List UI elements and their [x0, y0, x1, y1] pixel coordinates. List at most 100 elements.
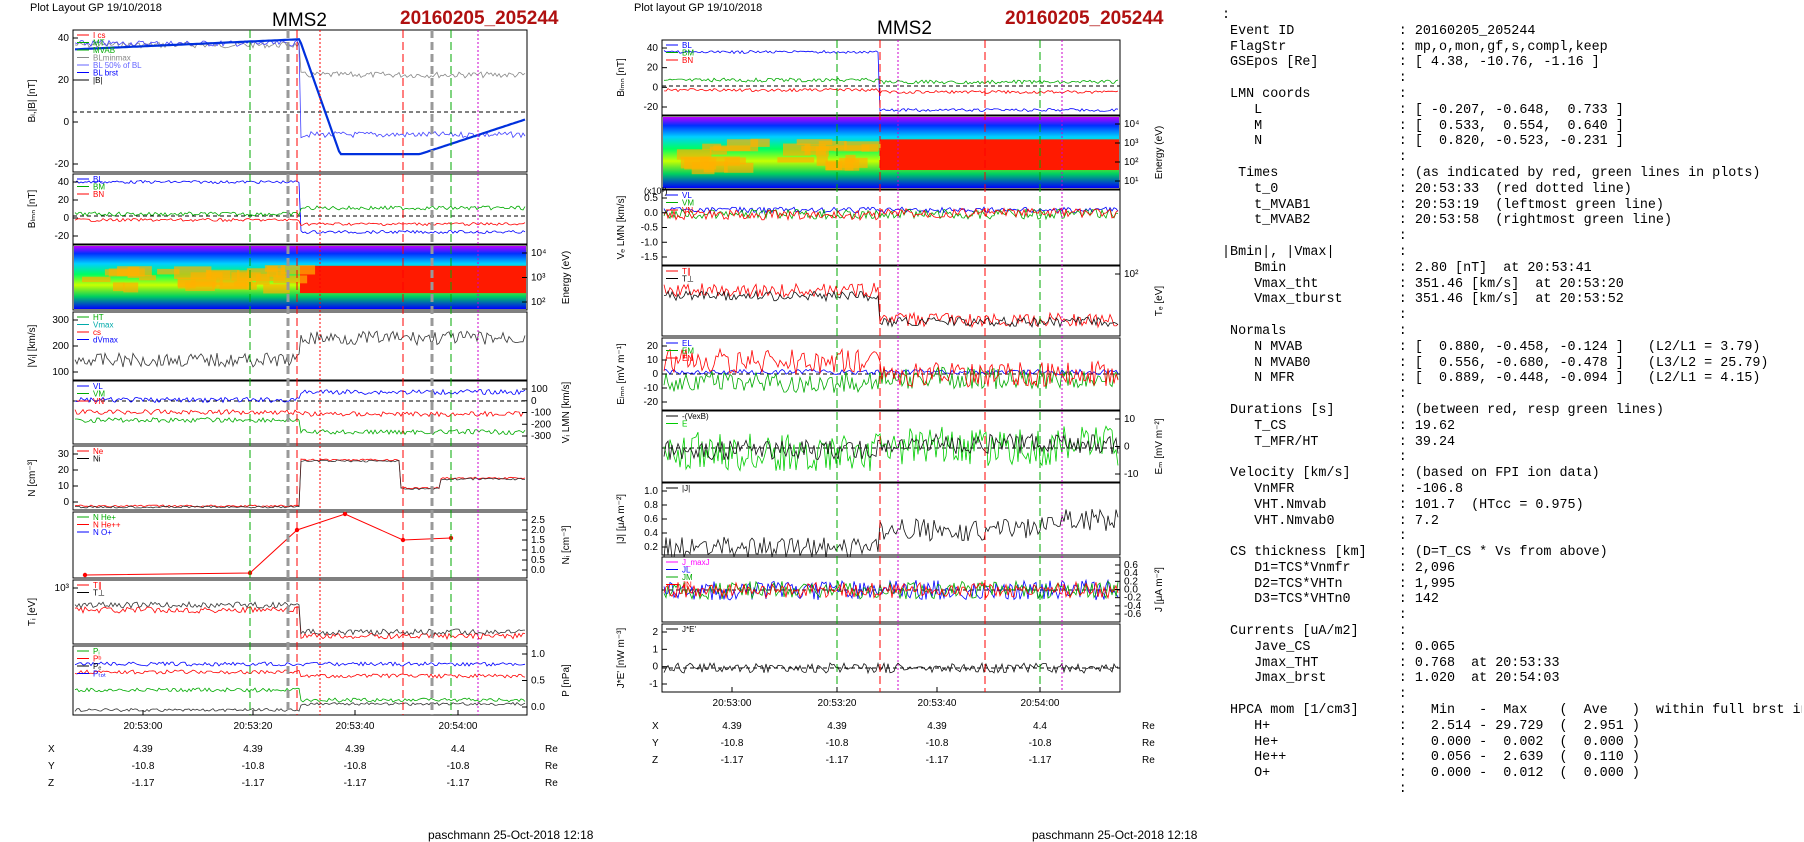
- summary-line: :: [1222, 450, 1802, 466]
- legend-label: Ni: [93, 455, 101, 464]
- ytick-label: 0.2: [644, 542, 658, 553]
- y-axis-label: Eₗₘₙ [mV m⁻¹]: [616, 343, 627, 405]
- summary-line: Vmax_tburst : 351.46 [km/s] at 20:53:52: [1222, 292, 1802, 308]
- coord-value: 4.39: [243, 744, 263, 755]
- y-axis-label: Tₑ [eV]: [1154, 286, 1165, 317]
- legend-label: E: [682, 420, 687, 429]
- coord-value: -1.17: [721, 755, 744, 766]
- summary-line: :: [1222, 229, 1802, 245]
- ytick-label: 0: [652, 369, 658, 380]
- y-axis-label: Nᵢ [cm⁻³]: [561, 525, 572, 564]
- xtick-label: 20:54:00: [1021, 698, 1060, 709]
- xtick-label: 20:53:00: [124, 721, 163, 732]
- legend-label: EN: [682, 354, 693, 363]
- marker-point: [343, 512, 347, 516]
- legend-label: |B|: [93, 76, 103, 85]
- coord-value: -10.8: [826, 738, 849, 749]
- coord-row-name: Y: [48, 761, 55, 772]
- summary-line: D1=TCS*Vnmfr : 2,096: [1222, 561, 1802, 577]
- coord-unit: Re: [545, 778, 558, 789]
- coord-value: 4.4: [1033, 721, 1047, 732]
- panel-frame: [662, 40, 1120, 115]
- spectrogram-blob: [777, 157, 814, 162]
- summary-line: O+ : 0.000 - 0.012 ( 0.000 ): [1222, 766, 1802, 782]
- legend-label: |J|: [682, 484, 690, 493]
- coord-value: -1.17: [242, 778, 265, 789]
- legend-label: VN: [93, 397, 104, 406]
- ytick-label: -200: [531, 419, 551, 430]
- coord-value: -1.17: [1029, 755, 1052, 766]
- coord-value: -1.17: [132, 778, 155, 789]
- spectrogram-blob: [797, 139, 833, 145]
- ytick-label: 2: [652, 627, 658, 638]
- y-axis-label: |Vᵢ| [km/s]: [27, 324, 38, 367]
- coord-unit: Re: [1142, 755, 1155, 766]
- ytick-label: 40: [58, 33, 70, 44]
- y-axis-label: Energy (eV): [561, 251, 572, 304]
- spectrogram-blob: [117, 266, 152, 276]
- ytick-label: -10: [1124, 469, 1139, 480]
- xtick-label: 20:53:20: [818, 698, 857, 709]
- xtick-label: 20:53:00: [713, 698, 752, 709]
- panel-8: 0.60.40.20.0-0.2-0.4-0.6J [μA m⁻²]J_maxJ…: [662, 557, 1165, 622]
- legend-label: JN: [682, 581, 692, 590]
- coord-value: -10.8: [132, 761, 155, 772]
- ytick-label: 0: [1124, 442, 1130, 453]
- spectrogram-blob: [178, 280, 196, 289]
- event-summary-text: : Event ID : 20160205_205244 FlagStr : m…: [1222, 8, 1802, 798]
- ytick-label: 10⁴: [531, 248, 546, 259]
- ytick-label: 40: [647, 43, 659, 54]
- summary-line: N MFR : [ 0.889, -0.448, -0.094 ] (L2/L1…: [1222, 371, 1802, 387]
- ytick-label: 10²: [1124, 157, 1139, 168]
- coord-row-name: X: [652, 721, 659, 732]
- ytick-label: 40: [58, 177, 70, 188]
- legend-label: J*E': [682, 625, 696, 634]
- spectrogram-hot-band: [300, 266, 526, 293]
- legend-label: T⊥: [93, 589, 105, 598]
- summary-line: D3=TCS*VHTn0 : 142: [1222, 592, 1802, 608]
- summary-line: He+ : 0.000 - 0.002 ( 0.000 ): [1222, 735, 1802, 751]
- spectrogram-blob: [237, 270, 251, 281]
- summary-line: N MVAB0 : [ 0.556, -0.680, -0.478 ] (L3/…: [1222, 356, 1802, 372]
- summary-line: T_CS : 19.62: [1222, 419, 1802, 435]
- summary-line: Velocity [km/s] : (based on FPI ion data…: [1222, 466, 1802, 482]
- summary-line: :: [1222, 150, 1802, 166]
- spectrogram-blob: [174, 266, 211, 279]
- summary-line: :: [1222, 71, 1802, 87]
- summary-line: CS thickness [km] : (D=T_CS * Vs from ab…: [1222, 545, 1802, 561]
- ytick-label: 300: [52, 315, 69, 326]
- summary-line: :: [1222, 782, 1802, 798]
- ytick-label: 0: [63, 213, 69, 224]
- ytick-label: 0: [652, 82, 658, 93]
- ytick-label: 20: [58, 465, 70, 476]
- spectrogram-blob: [245, 282, 256, 289]
- ytick-label: 0: [63, 497, 69, 508]
- summary-line: VnMFR : -106.8: [1222, 482, 1802, 498]
- legend-label: BN: [682, 56, 693, 65]
- ytick-label: 10: [1124, 414, 1136, 425]
- y-axis-label: Energy (eV): [1154, 126, 1165, 179]
- ytick-label: 0.4: [644, 528, 658, 539]
- y-axis-label: P [nPa]: [561, 664, 572, 697]
- ytick-label: 10¹: [1124, 176, 1139, 187]
- ytick-label: -1: [649, 679, 658, 690]
- coord-unit: Re: [545, 744, 558, 755]
- ytick-label: 20: [647, 341, 659, 352]
- panel-frame: [662, 266, 1120, 336]
- coord-unit: Re: [1142, 721, 1155, 732]
- y-axis-label: N [cm⁻³]: [27, 459, 38, 497]
- ytick-label: 100: [531, 384, 548, 395]
- coord-value: -1.17: [447, 778, 470, 789]
- xtick-label: 20:54:00: [439, 721, 478, 732]
- coord-value: 4.39: [722, 721, 742, 732]
- ytick-label: 0.8: [644, 500, 658, 511]
- coord-unit: Re: [1142, 738, 1155, 749]
- summary-line: GSEpos [Re] : [ 4.38, -10.76, -1.16 ]: [1222, 55, 1802, 71]
- summary-line: Jave_CS : 0.065: [1222, 640, 1802, 656]
- spectrogram-blob: [710, 147, 727, 155]
- y-axis-label: Bₗₘₙ [nT]: [27, 190, 38, 229]
